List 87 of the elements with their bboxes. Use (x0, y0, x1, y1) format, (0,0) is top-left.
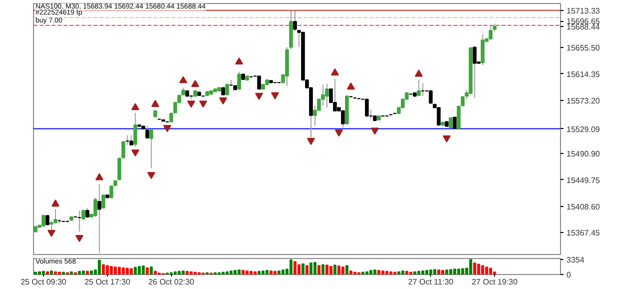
bar (369, 270, 372, 274)
bar (345, 265, 348, 274)
point (255, 92, 264, 100)
bar (262, 270, 265, 274)
x-tick-label: 25 Oct 17:30 (84, 278, 131, 286)
y-tick-label: 15573.20 (566, 96, 600, 106)
bar (393, 272, 396, 274)
candlestick (333, 78, 337, 112)
bar (493, 271, 496, 274)
candlestick (109, 184, 114, 199)
point (414, 70, 423, 77)
bar (238, 270, 241, 274)
candlestick (125, 134, 130, 146)
bar (246, 270, 249, 274)
bar (477, 264, 480, 274)
point (147, 172, 156, 180)
candlestick (480, 34, 485, 66)
point (370, 128, 379, 135)
bar (385, 270, 388, 274)
y-tick-label: 3354 (566, 256, 585, 265)
candlestick (133, 112, 138, 148)
bar (377, 270, 380, 274)
point (131, 103, 140, 110)
point (199, 100, 208, 108)
bar (130, 268, 133, 274)
point (442, 135, 451, 142)
x-tick-label: 27 Oct 19:30 (472, 278, 518, 286)
x-tick-label: 27 Oct 11:30 (408, 278, 454, 286)
bar (361, 272, 364, 274)
bar (469, 259, 472, 274)
y-tick-label: 0 (566, 270, 572, 280)
candlestick (456, 105, 461, 130)
y-tick-label: 15655.50 (566, 44, 600, 53)
candlestick (149, 128, 154, 169)
candlestick (416, 80, 421, 97)
bar (114, 266, 117, 274)
bar (337, 266, 340, 274)
candlestick (97, 184, 102, 254)
candlestick (436, 106, 441, 126)
point (191, 80, 200, 88)
point (131, 149, 140, 157)
bar (106, 265, 109, 274)
candlestick (428, 90, 433, 104)
x-tick-label: 26 Oct 02:30 (148, 278, 195, 286)
y-tick-label: 15367.45 (566, 228, 600, 238)
candlestick (77, 210, 82, 232)
bar (485, 266, 488, 274)
bar (82, 270, 85, 274)
point (330, 68, 339, 76)
y-tick-label: 15408.60 (566, 202, 600, 212)
point (271, 92, 280, 100)
point (219, 97, 228, 104)
point (187, 100, 196, 108)
point (75, 234, 84, 242)
candlestick (420, 82, 425, 97)
ref-line-label: 15713.33 (566, 6, 600, 16)
bar (90, 270, 93, 274)
candlestick (364, 98, 369, 118)
bar (122, 267, 125, 274)
point (235, 57, 244, 65)
y-tick-label: 15449.75 (566, 176, 600, 185)
bar (98, 260, 101, 274)
candlestick (452, 116, 457, 130)
candlestick (293, 10, 297, 32)
candlestick (237, 71, 242, 90)
point (346, 82, 355, 90)
candlestick (341, 110, 345, 128)
candlestick (42, 214, 46, 228)
ref-line-label: 15529.09 (566, 124, 600, 134)
y-tick-label: 15490.90 (566, 149, 600, 158)
candlestick (145, 125, 150, 139)
candlestick (488, 26, 493, 41)
point (163, 125, 172, 132)
candlestick (472, 45, 477, 98)
x-tick-label: 25 Oct 09:30 (20, 278, 67, 286)
point (306, 138, 315, 145)
candlestick (46, 214, 50, 226)
y-tick-label: 15614.35 (566, 70, 600, 79)
candlestick (257, 75, 261, 90)
point (151, 100, 160, 107)
candlestick (325, 83, 329, 108)
point (47, 230, 56, 237)
bar (230, 270, 233, 274)
bar (222, 272, 225, 274)
point (179, 76, 188, 84)
bar (353, 272, 356, 274)
point (334, 130, 343, 137)
